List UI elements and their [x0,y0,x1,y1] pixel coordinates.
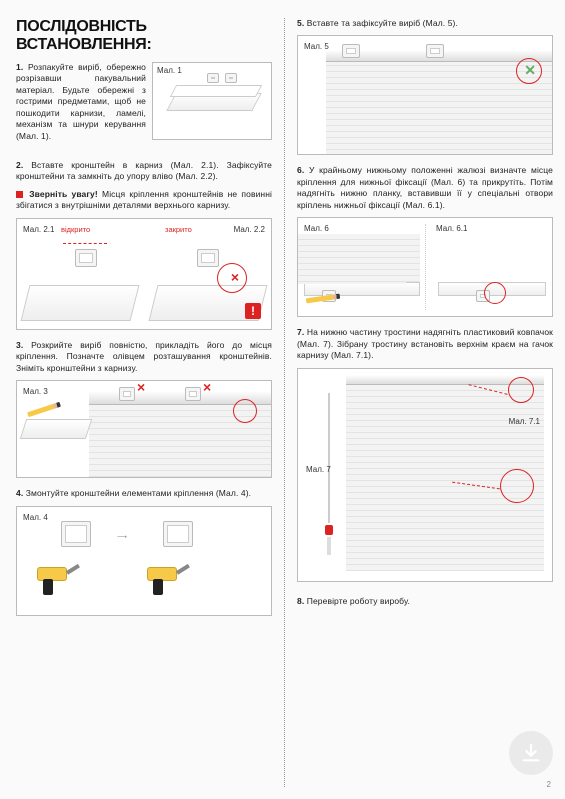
figure-2-2-label: Мал. 2.2 [234,225,265,234]
step-7-body: На нижню частину тростини надягніть плас… [297,327,553,360]
step-8-num: 8. [297,596,304,606]
step-4-body: Змонтуйте кронштейни елементами кріпленн… [26,488,251,498]
step-8-text: 8. Перевірте роботу виробу. [297,596,553,607]
right-column: 5. Вставте та зафіксуйте виріб (Мал. 5).… [285,18,553,787]
step-6-text: 6. У крайньому нижньому положенні жалюзі… [297,165,553,211]
step-7-num: 7. [297,327,304,337]
step-1-row: 1. Розпакуйте виріб, обережно розрізавши… [16,62,272,150]
figure-3-label: Мал. 3 [23,387,48,396]
page-number: 2 [547,780,551,789]
figure-6-label: Мал. 6 [304,224,329,233]
step-2-body: Вставте кронштейн в карниз (Мал. 2.1). З… [16,160,272,181]
step-5-num: 5. [297,18,304,28]
step-2-attention: Зверніть увагу! Місця кріплення кронштей… [16,189,272,212]
figure-6: Мал. 6 Мал. 6.1 [297,217,553,317]
step-2-text: 2. Вставте кронштейн в карниз (Мал. 2.1)… [16,160,272,183]
figure-7-label: Мал. 7 [306,465,331,474]
figure-3: Мал. 3 × × [16,380,272,478]
figure-1-label: Мал. 1 [157,66,182,75]
step-8-body: Перевірте роботу виробу. [307,596,410,606]
attention-icon [16,191,23,198]
step-4-num: 4. [16,488,23,498]
step-3-body: Розкрийте виріб повністю, прикладіть йог… [16,340,272,373]
figure-5: Мал. 5 ✕ [297,35,553,155]
step-4-text: 4. Змонтуйте кронштейни елементами кріпл… [16,488,272,499]
figure-4: Мал. 4 ⟶ [16,506,272,616]
figure-2-1-label: Мал. 2.1 [23,225,54,234]
step-1-num: 1. [16,62,23,72]
figure-6-1-label: Мал. 6.1 [436,224,467,233]
label-closed: закрито [165,225,192,234]
figure-7-1-label: Мал. 7.1 [509,417,540,426]
step-3-text: 3. Розкрийте виріб повністю, прикладіть … [16,340,272,374]
warning-icon: ! [245,303,261,319]
download-badge[interactable] [509,731,553,775]
step-5-body: Вставте та зафіксуйте виріб (Мал. 5). [307,18,458,28]
step-2-num: 2. [16,160,23,170]
step-6-num: 6. [297,165,304,175]
drill-icon-2 [147,563,193,597]
figure-4-label: Мал. 4 [23,513,48,522]
figure-1: Мал. 1 [152,62,272,140]
drill-icon-1 [37,563,83,597]
figure-5-label: Мал. 5 [304,42,329,51]
step-2-attn-label: Зверніть увагу! [29,189,98,199]
pencil-icon [27,402,61,417]
step-1-body: Розпакуйте виріб, обережно розрізавши па… [16,62,146,141]
label-open: відкрито [61,225,90,234]
step-1-text: 1. Розпакуйте виріб, обережно розрізавши… [16,62,146,150]
step-3-num: 3. [16,340,23,350]
download-icon [520,742,542,764]
step-5-text: 5. Вставте та зафіксуйте виріб (Мал. 5). [297,18,553,29]
page-title: ПОСЛІДОВНІСТЬ ВСТАНОВЛЕННЯ: [16,18,272,54]
figure-2: Мал. 2.1 відкрито закрито Мал. 2.2 × ! [16,218,272,330]
step-6-body: У крайньому нижньому положенні жалюзі ви… [297,165,553,209]
figure-7: Мал. 7 Мал. 7.1 [297,368,553,582]
step-7-text: 7. На нижню частину тростини надягніть п… [297,327,553,361]
left-column: ПОСЛІДОВНІСТЬ ВСТАНОВЛЕННЯ: 1. Розпакуйт… [16,18,284,787]
